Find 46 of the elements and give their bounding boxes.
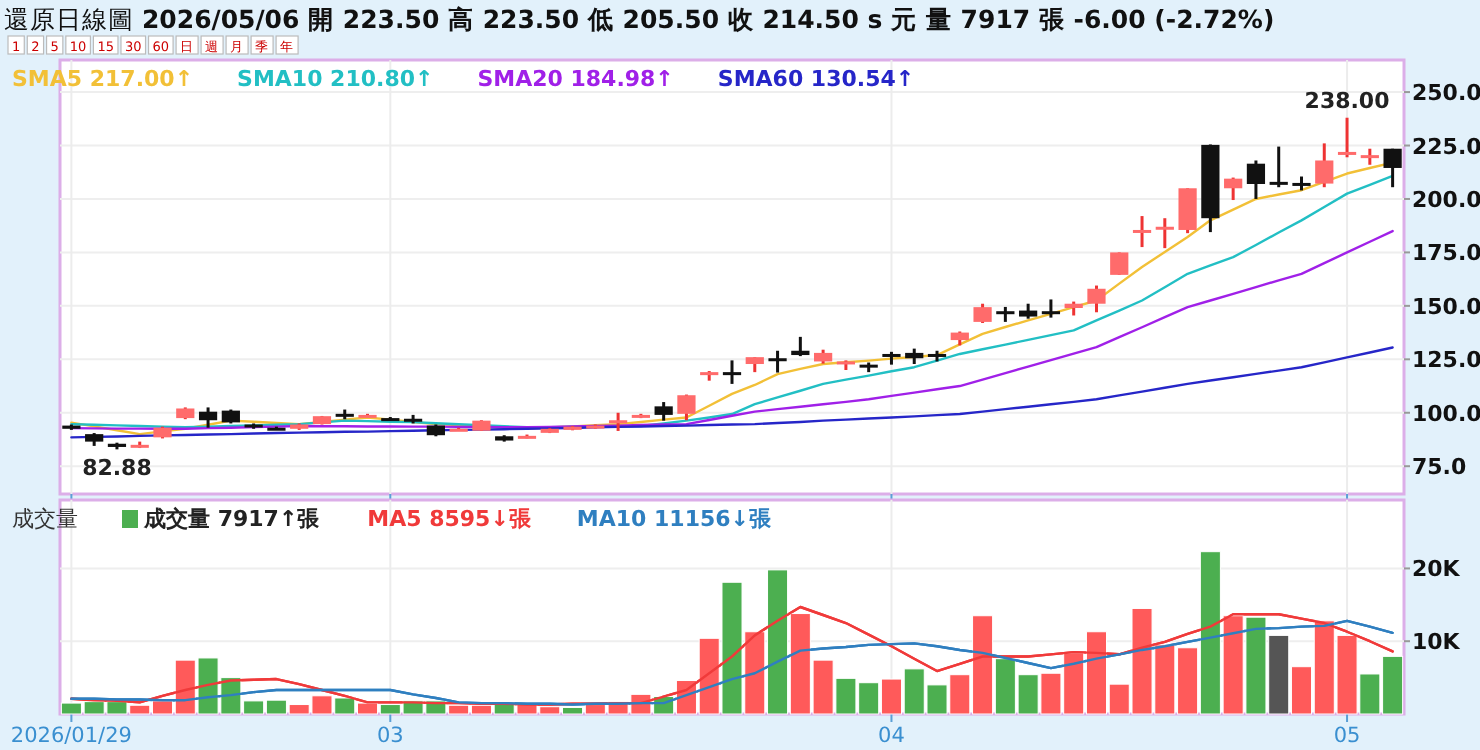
candlestick [768,349,787,375]
text: MA10 11156↓張 [576,506,774,532]
x-tick-label: 04 [878,724,906,748]
candlestick [654,400,673,423]
candlestick [608,411,628,433]
y-tick-label: 100.0 [1412,400,1480,427]
candlestick [1132,214,1152,249]
x-tick-label: 05 [1333,724,1361,748]
text: SMA5 217.00↑ [12,66,194,92]
candlestick [1315,141,1334,189]
candlestick [722,358,742,386]
y-tick-label: 10K [1412,629,1461,656]
y-tick-label: 200.0 [1412,186,1480,213]
candlestick [677,393,696,422]
candlestick [1155,216,1174,250]
candlestick [791,335,810,358]
candlestick [973,302,992,325]
candlestick [1269,145,1288,189]
candlestick [1383,147,1402,189]
y-tick-label: 225.0 [1412,133,1480,160]
legend-label: 成交量 7917↑張 [142,506,322,532]
chart-title: 成交量 [12,506,78,532]
candlestick [1178,186,1197,235]
text: SMA10 210.80↑ [237,66,434,92]
y-tick-label: 250.0 [1412,80,1480,107]
text: MA5 8595↓張 [367,506,533,532]
candlestick [1246,158,1266,201]
candlestick [198,405,218,430]
candlestick [1110,250,1129,277]
line-series [70,346,1394,439]
y-tick-label: 75.0 [1412,454,1467,481]
candlestick [1224,176,1243,202]
candlestick [1087,284,1106,314]
candlestick [1337,116,1357,159]
text: SMA20 184.98↑ [477,66,674,92]
annotation: 238.00 [1304,87,1391,114]
chart-title: 還原日線圖 2026/05/06 開 223.50 高 223.50 低 205.50 收 214.50 s 元 量 7917 張 -6.00 (-2.72%) [4,4,1275,34]
y-tick-label: 20K [1412,556,1461,583]
y-tick-label: 150.0 [1412,293,1480,320]
text: SMA60 130.54↑ [717,66,915,92]
annotation: 82.88 [82,455,152,482]
y-tick-label: 175.0 [1412,240,1480,267]
x-tick-label: 03 [376,724,404,748]
y-tick-label: 125.0 [1412,347,1480,374]
candlestick [1041,297,1061,320]
x-tick-label: 2026/01/29 [10,724,132,748]
